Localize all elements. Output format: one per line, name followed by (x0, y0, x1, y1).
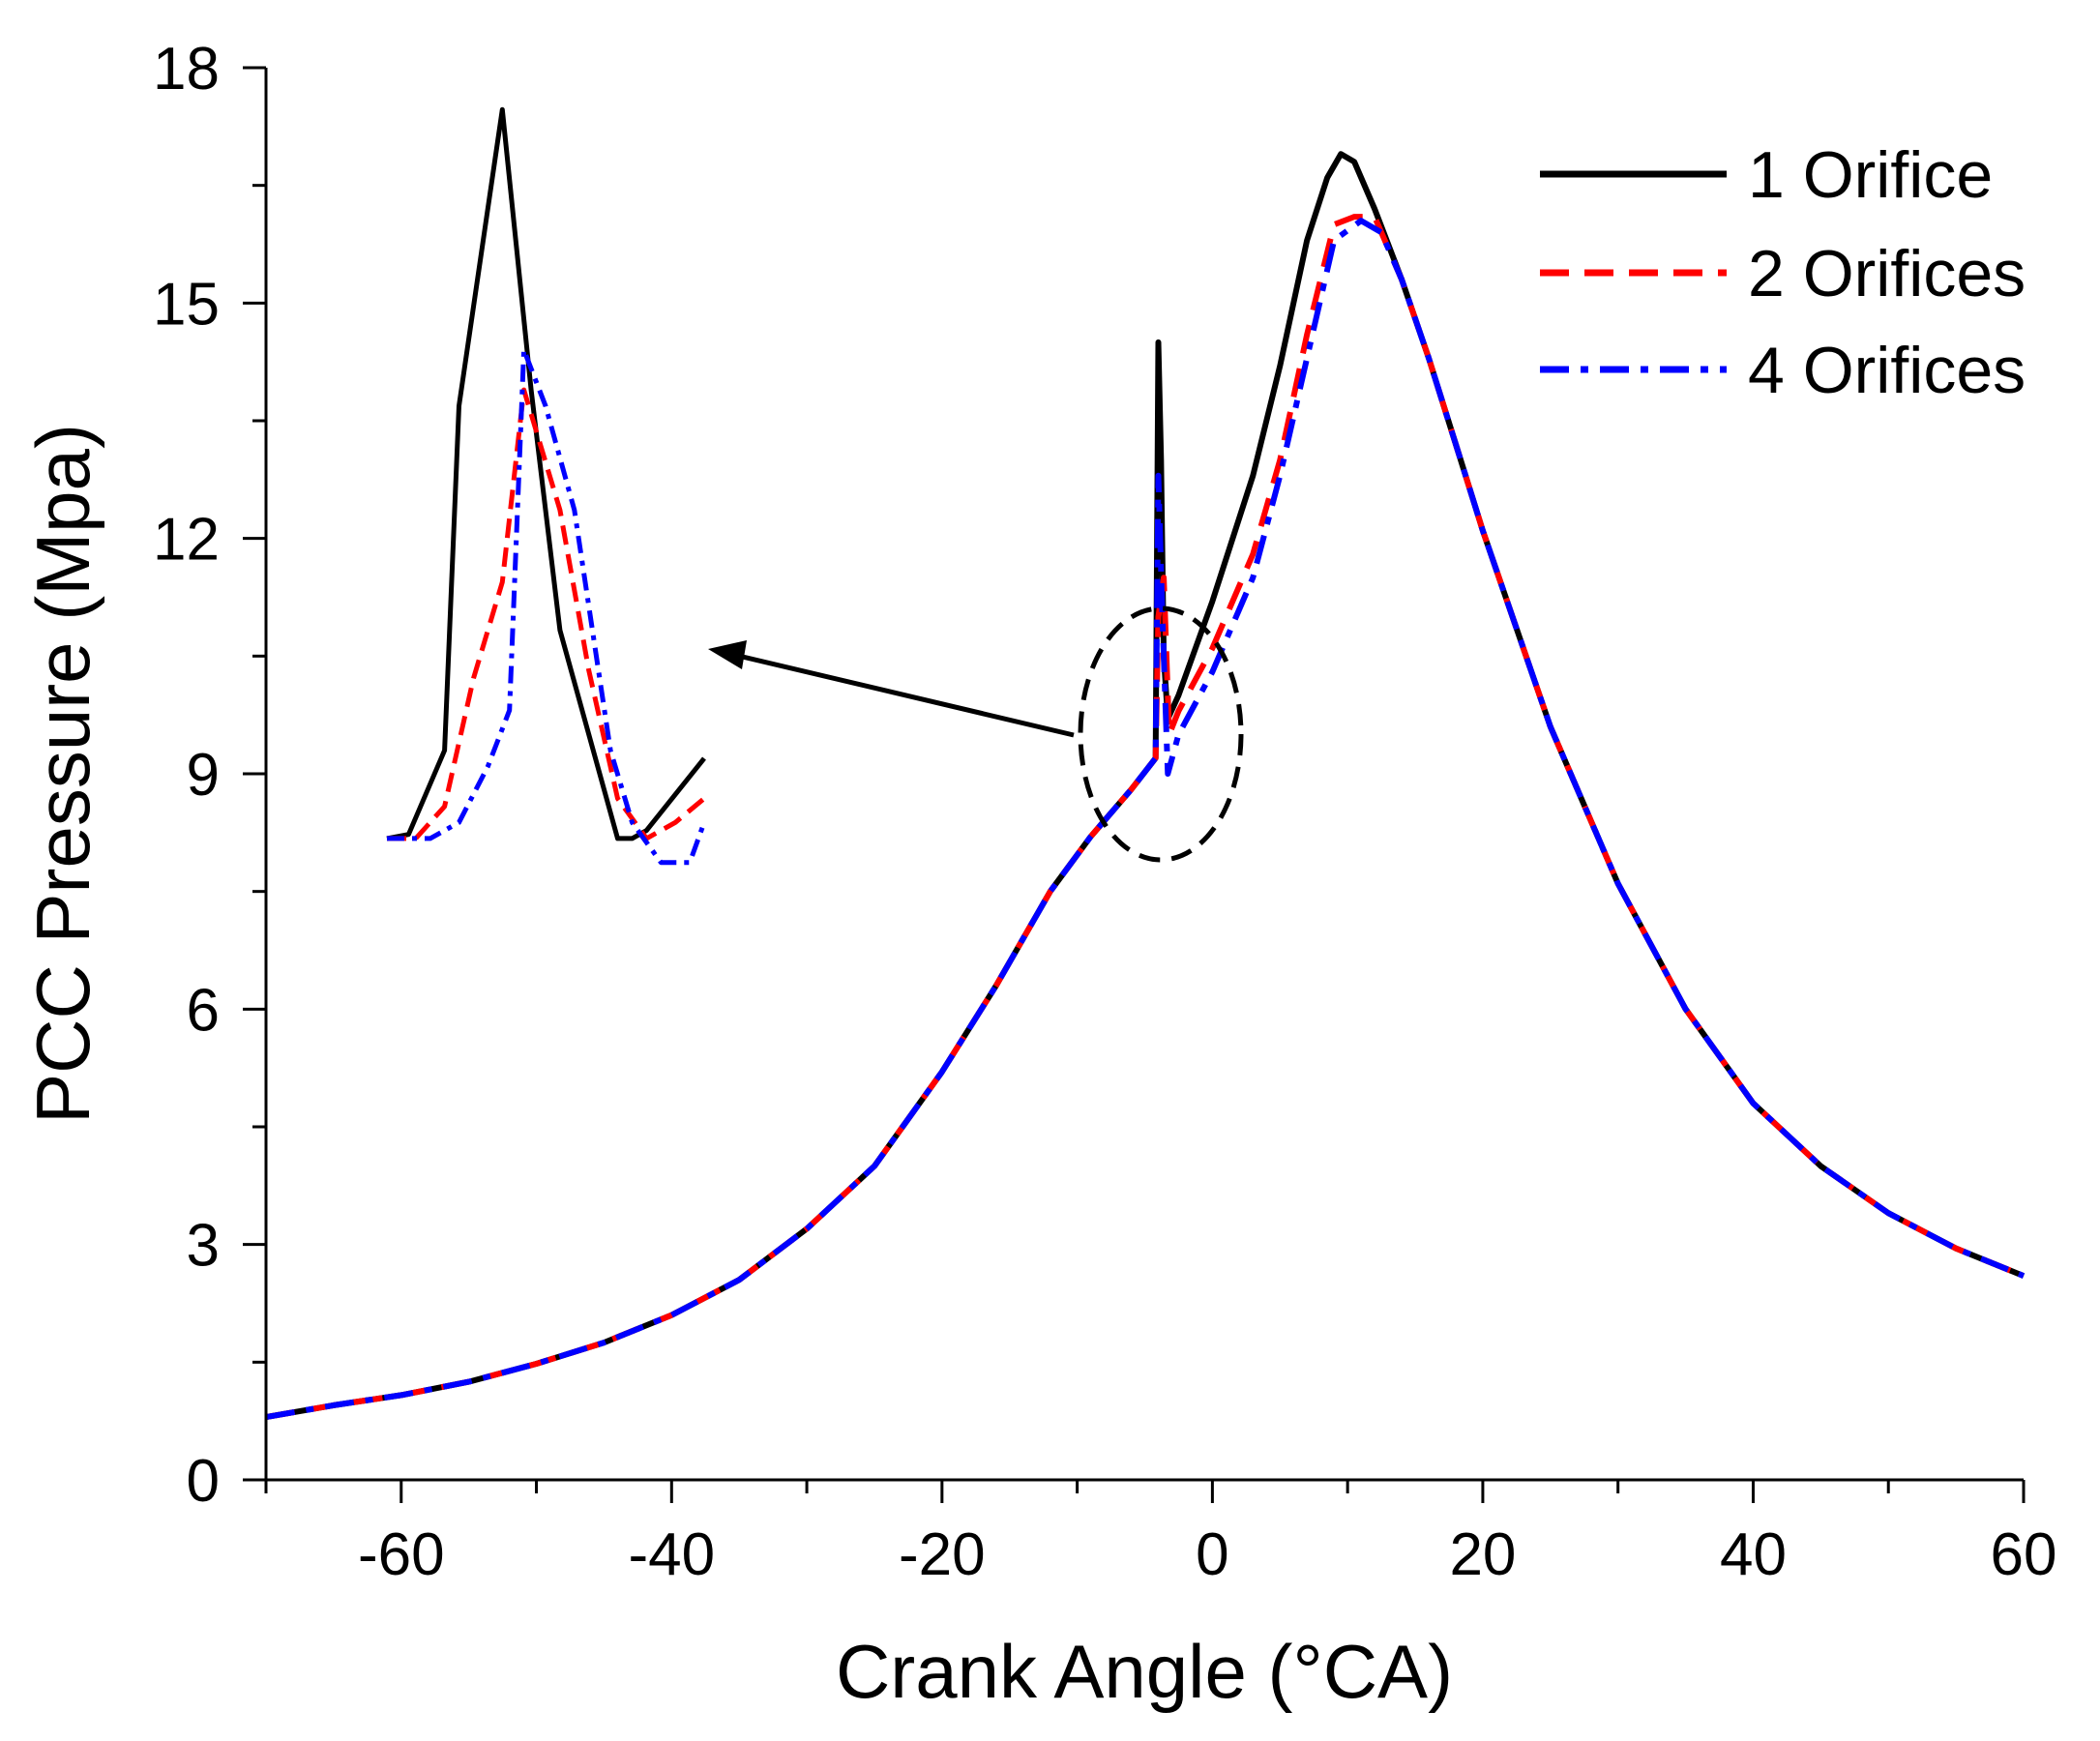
x-tick-label: -60 (358, 1521, 445, 1588)
x-tick-label: -40 (629, 1521, 716, 1588)
x-axis-title: Crank Angle (°CA) (836, 1629, 1453, 1714)
inset-zoom (386, 106, 707, 866)
inset-line-1 (386, 106, 706, 841)
zoom-arrow (729, 651, 1075, 738)
legend-label-2: 2 Orifices (1748, 237, 2026, 310)
y-tick-label: 0 (187, 1448, 220, 1515)
y-tick-label: 3 (187, 1213, 220, 1280)
x-tick-label: 20 (1449, 1521, 1516, 1588)
inset-line-3 (387, 347, 707, 866)
y-tick-label: 15 (153, 271, 220, 338)
legend: 1 Orifice 2 Orifices 4 Orifices (1540, 138, 2026, 407)
annotation (708, 605, 1244, 863)
series-line-3 (265, 218, 2026, 1421)
x-tick-label: -20 (899, 1521, 986, 1588)
zoom-region-ellipse (1078, 605, 1244, 863)
legend-label-1: 1 Orifice (1748, 138, 1993, 212)
y-tick-label: 6 (187, 977, 220, 1044)
x-tick-label: 60 (1991, 1521, 2057, 1588)
zoom-arrow-head (708, 640, 747, 669)
legend-label-3: 4 Orifices (1748, 334, 2026, 407)
y-axis-title: PCC Pressure (Mpa) (20, 424, 105, 1124)
x-tick-label: 0 (1196, 1521, 1228, 1588)
axis-ticks: -60 -40 -20 0 20 40 60 0 3 6 9 12 15 18 (153, 36, 2056, 1588)
plot-series (265, 151, 2026, 1421)
inset-line-2 (387, 387, 706, 841)
y-tick-label: 12 (153, 507, 220, 574)
y-tick-label: 18 (153, 36, 220, 103)
y-tick-label: 9 (187, 742, 220, 809)
x-tick-label: 40 (1720, 1521, 1787, 1588)
